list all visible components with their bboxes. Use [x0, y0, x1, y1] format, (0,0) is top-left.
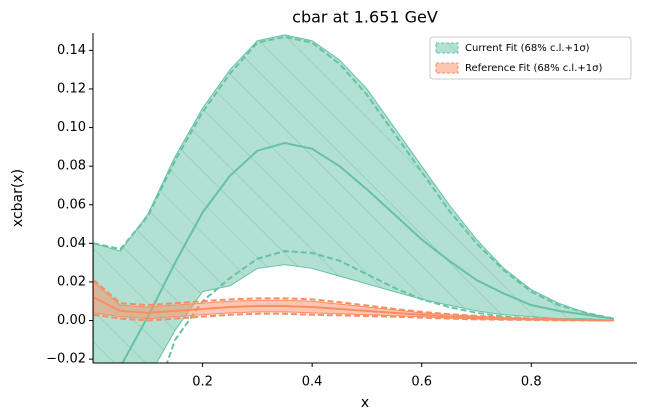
legend: Current Fit (68% c.l.+1σ) Reference Fit (… [429, 36, 632, 80]
legend-label: Current Fit (68% c.l.+1σ) [465, 43, 590, 54]
y-tick-label: 0.00 [57, 313, 86, 328]
axes: 0.2 0.4 0.6 0.8 −0.02 0.00 0.02 0.04 0.06 0.08 0.1… [46, 33, 637, 390]
sigma-upper-line [93, 35, 614, 320]
y-tick-label: 0.06 [57, 197, 86, 212]
x-tick-label: 0.6 [411, 375, 432, 390]
y-tick-label: 0.10 [57, 120, 86, 135]
plot-area [93, 34, 614, 363]
legend-swatch [435, 62, 459, 74]
y-tick-label: −0.02 [46, 352, 86, 367]
y-tick-label: 0.04 [57, 236, 86, 251]
central-line [121, 141, 614, 363]
x-tick-label: 0.8 [521, 375, 542, 390]
y-axis-label: xcbar(x) [10, 169, 26, 227]
y-tick-label: 0.02 [57, 274, 86, 289]
y-tick-label: 0.14 [57, 43, 86, 58]
legend-label: Reference Fit (68% c.l.+1σ) [465, 63, 602, 74]
x-axis-label: x [361, 395, 369, 411]
legend-swatch-hatch [436, 43, 458, 53]
band-hatch [93, 34, 614, 363]
y-tick-label: 0.08 [57, 159, 86, 174]
x-tick-label: 0.2 [192, 375, 213, 390]
y-tick-label: 0.12 [57, 81, 86, 96]
x-tick-label: 0.4 [302, 375, 323, 390]
legend-frame [429, 36, 632, 80]
chart-title: cbar at 1.651 GeV [292, 8, 438, 27]
central-line [93, 296, 614, 322]
